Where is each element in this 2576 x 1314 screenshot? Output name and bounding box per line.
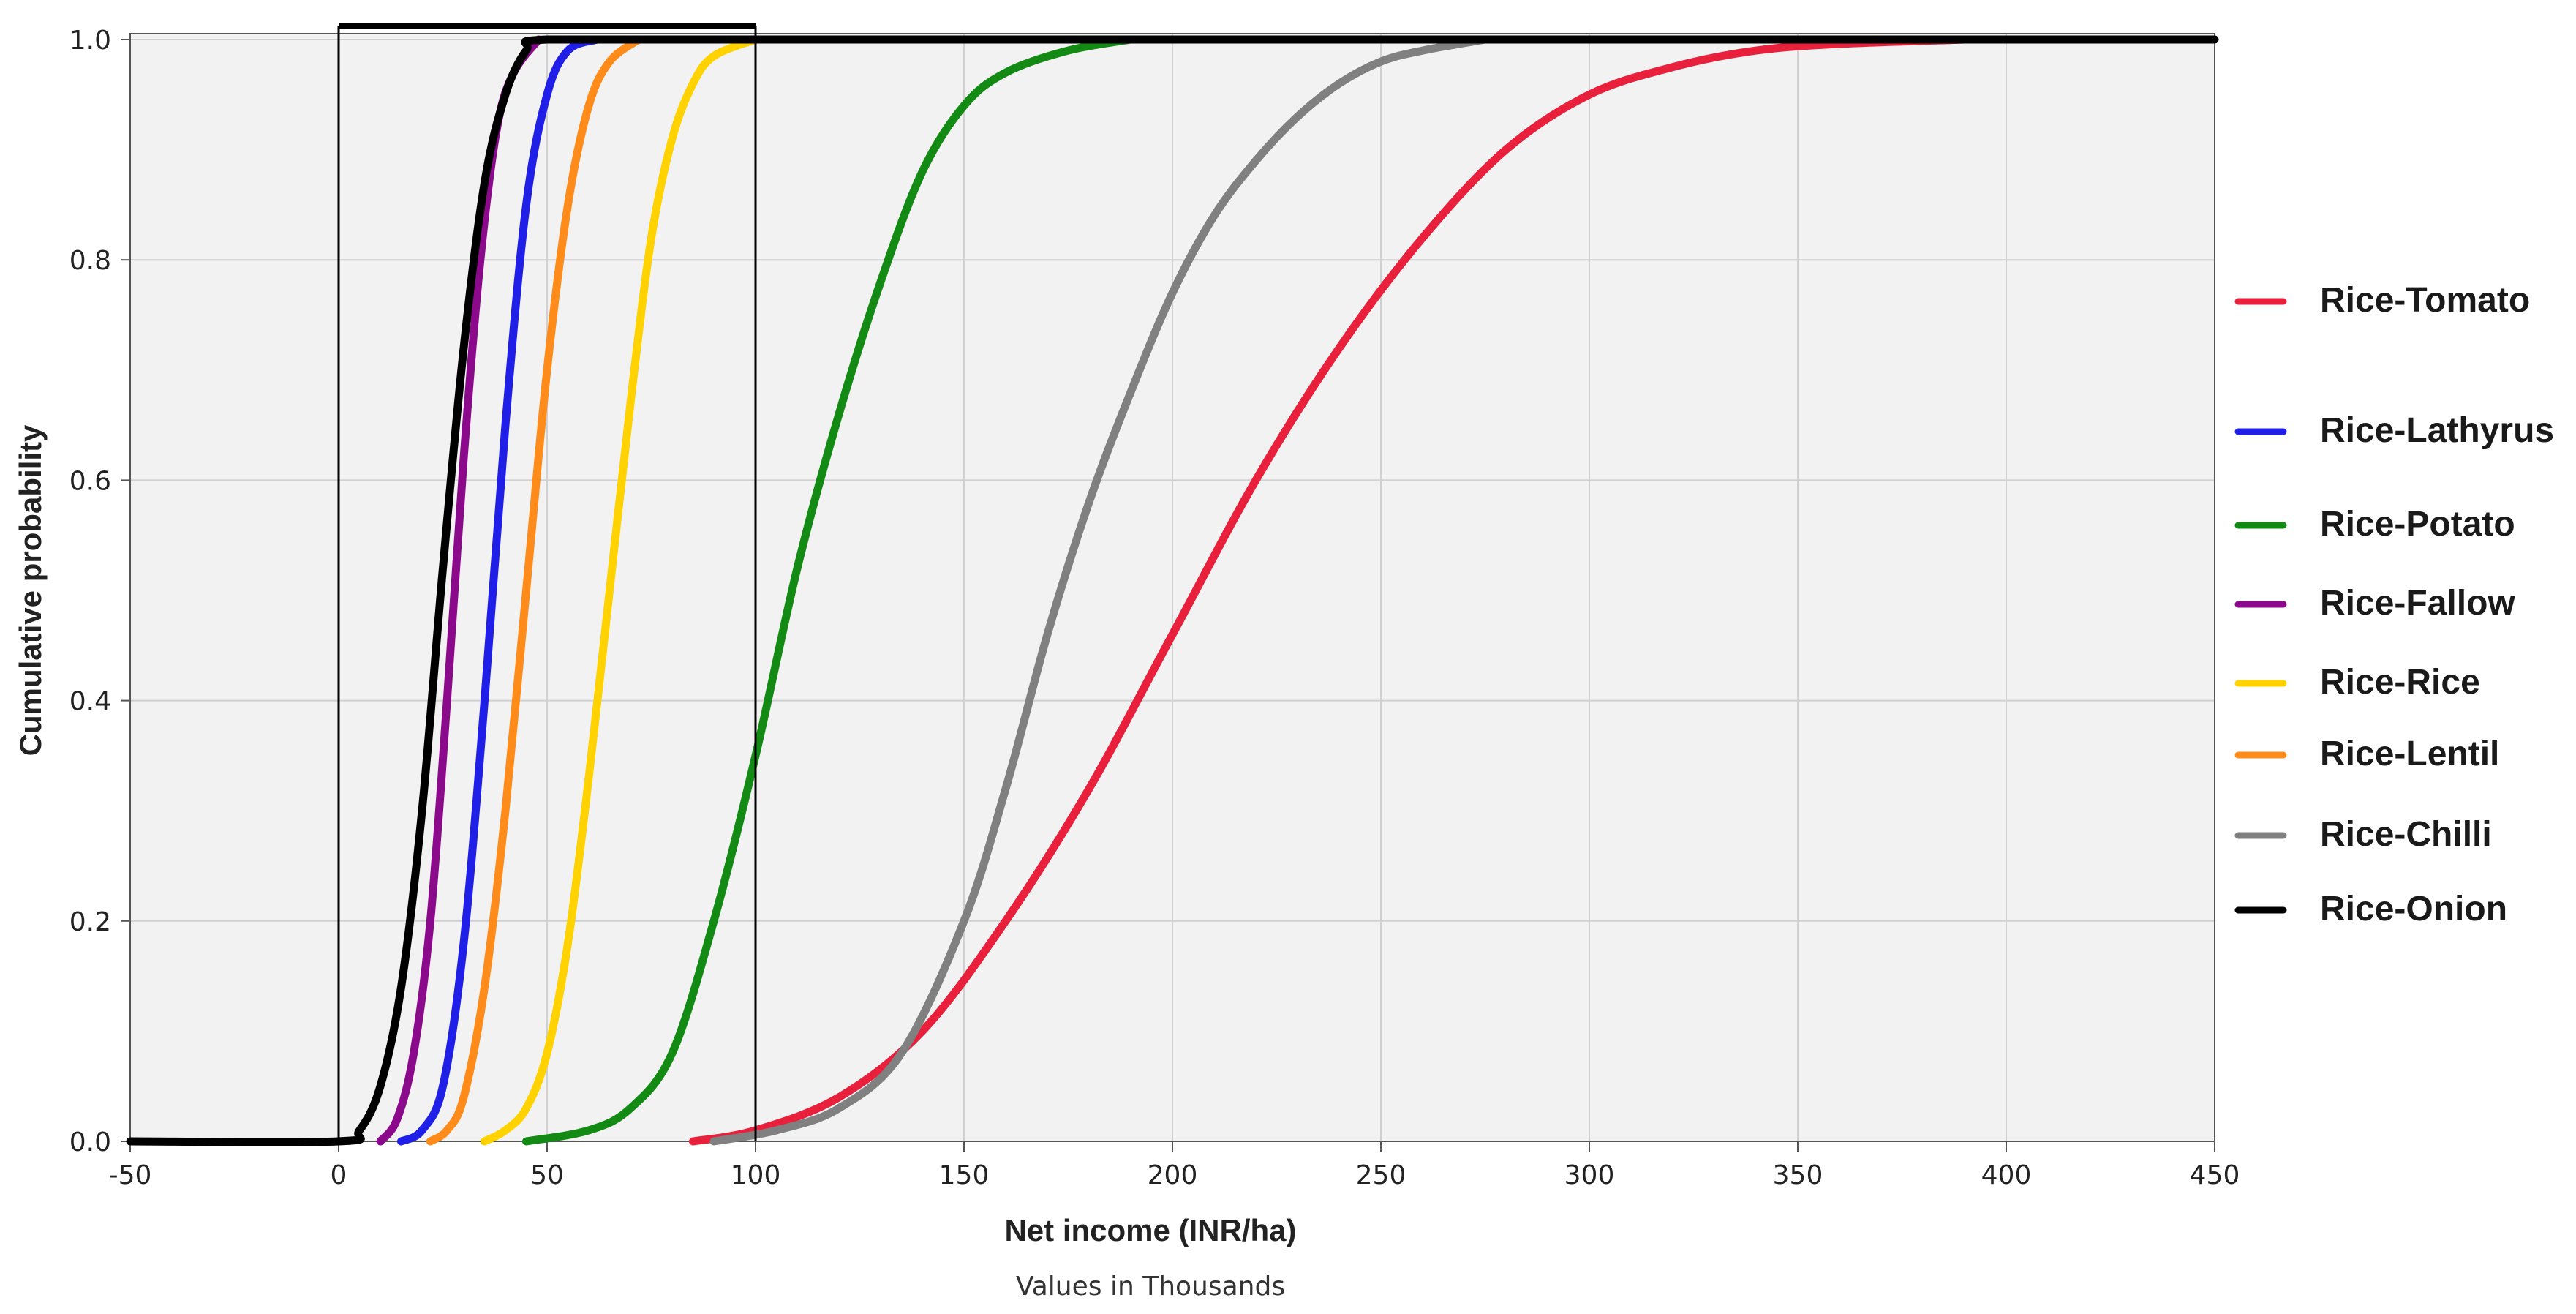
legend-label: Rice-Rice xyxy=(2320,663,2480,702)
series-lines xyxy=(126,35,2219,1146)
y-tick-label: 0.2 xyxy=(69,907,111,937)
x-tick-label: 450 xyxy=(2190,1160,2240,1190)
legend-label: Rice-Tomato xyxy=(2320,281,2530,320)
x-axis-title: Net income (INR/ha) xyxy=(1004,1213,1296,1247)
series-line-rice-lathyrus xyxy=(397,35,601,1146)
x-tick-label: -50 xyxy=(109,1160,152,1190)
x-tick-label: 100 xyxy=(731,1160,781,1190)
legend-item-rice-tomato: Rice-Tomato xyxy=(2234,281,2530,320)
legend-label: Rice-Fallow xyxy=(2320,584,2515,623)
legend-item-rice-lathyrus: Rice-Lathyrus xyxy=(2234,411,2554,450)
legend-item-rice-lentil: Rice-Lentil xyxy=(2234,735,2499,773)
x-tick-label: 200 xyxy=(1148,1160,1198,1190)
legend-label: Rice-Lentil xyxy=(2320,735,2499,773)
x-tick-label: 0 xyxy=(331,1160,347,1190)
x-tick-label: 50 xyxy=(530,1160,564,1190)
y-axis-title: Cumulative probability xyxy=(13,424,48,756)
legend-item-rice-rice: Rice-Rice xyxy=(2234,663,2480,702)
x-tick-label: 250 xyxy=(1356,1160,1406,1190)
series-line-rice-rice xyxy=(481,35,760,1146)
legend-item-rice-potato: Rice-Potato xyxy=(2234,505,2515,544)
y-tick-label: 0.4 xyxy=(69,687,111,717)
legend: Rice-Tomato Rice-Lathyrus Rice-Potato Rice-… xyxy=(2234,281,2554,928)
legend-item-rice-onion: Rice-Onion xyxy=(2234,890,2507,928)
x-axis-units-note: Values in Thousands xyxy=(1016,1272,1285,1302)
legend-item-rice-chilli: Rice-Chilli xyxy=(2234,815,2492,854)
plot-frame xyxy=(129,33,2215,1142)
series-line-rice-onion xyxy=(126,35,2219,1146)
axis-ticks: -50 0 50 100 150 200 250 300 350 400 450 0.0 0.2 0.4 0… xyxy=(69,26,2240,1190)
series-line-rice-potato xyxy=(522,35,1135,1146)
legend-label: Rice-Lathyrus xyxy=(2320,411,2554,450)
y-tick-label: 0.8 xyxy=(69,246,111,276)
y-tick-label: 0.0 xyxy=(69,1127,111,1157)
legend-label: Rice-Chilli xyxy=(2320,815,2492,854)
highlight-box xyxy=(337,23,757,1141)
x-tick-label: 300 xyxy=(1564,1160,1615,1190)
legend-label: Rice-Onion xyxy=(2320,890,2507,928)
legend-item-rice-fallow: Rice-Fallow xyxy=(2234,584,2515,623)
y-tick-label: 0.6 xyxy=(69,466,111,496)
x-tick-label: 350 xyxy=(1773,1160,1823,1190)
series-line-rice-chilli xyxy=(709,35,1489,1146)
series-line-rice-lentil xyxy=(426,35,643,1146)
legend-label: Rice-Potato xyxy=(2320,505,2515,544)
x-tick-label: 150 xyxy=(939,1160,990,1190)
x-tick-label: 400 xyxy=(1981,1160,2032,1190)
y-tick-label: 1.0 xyxy=(69,26,111,56)
